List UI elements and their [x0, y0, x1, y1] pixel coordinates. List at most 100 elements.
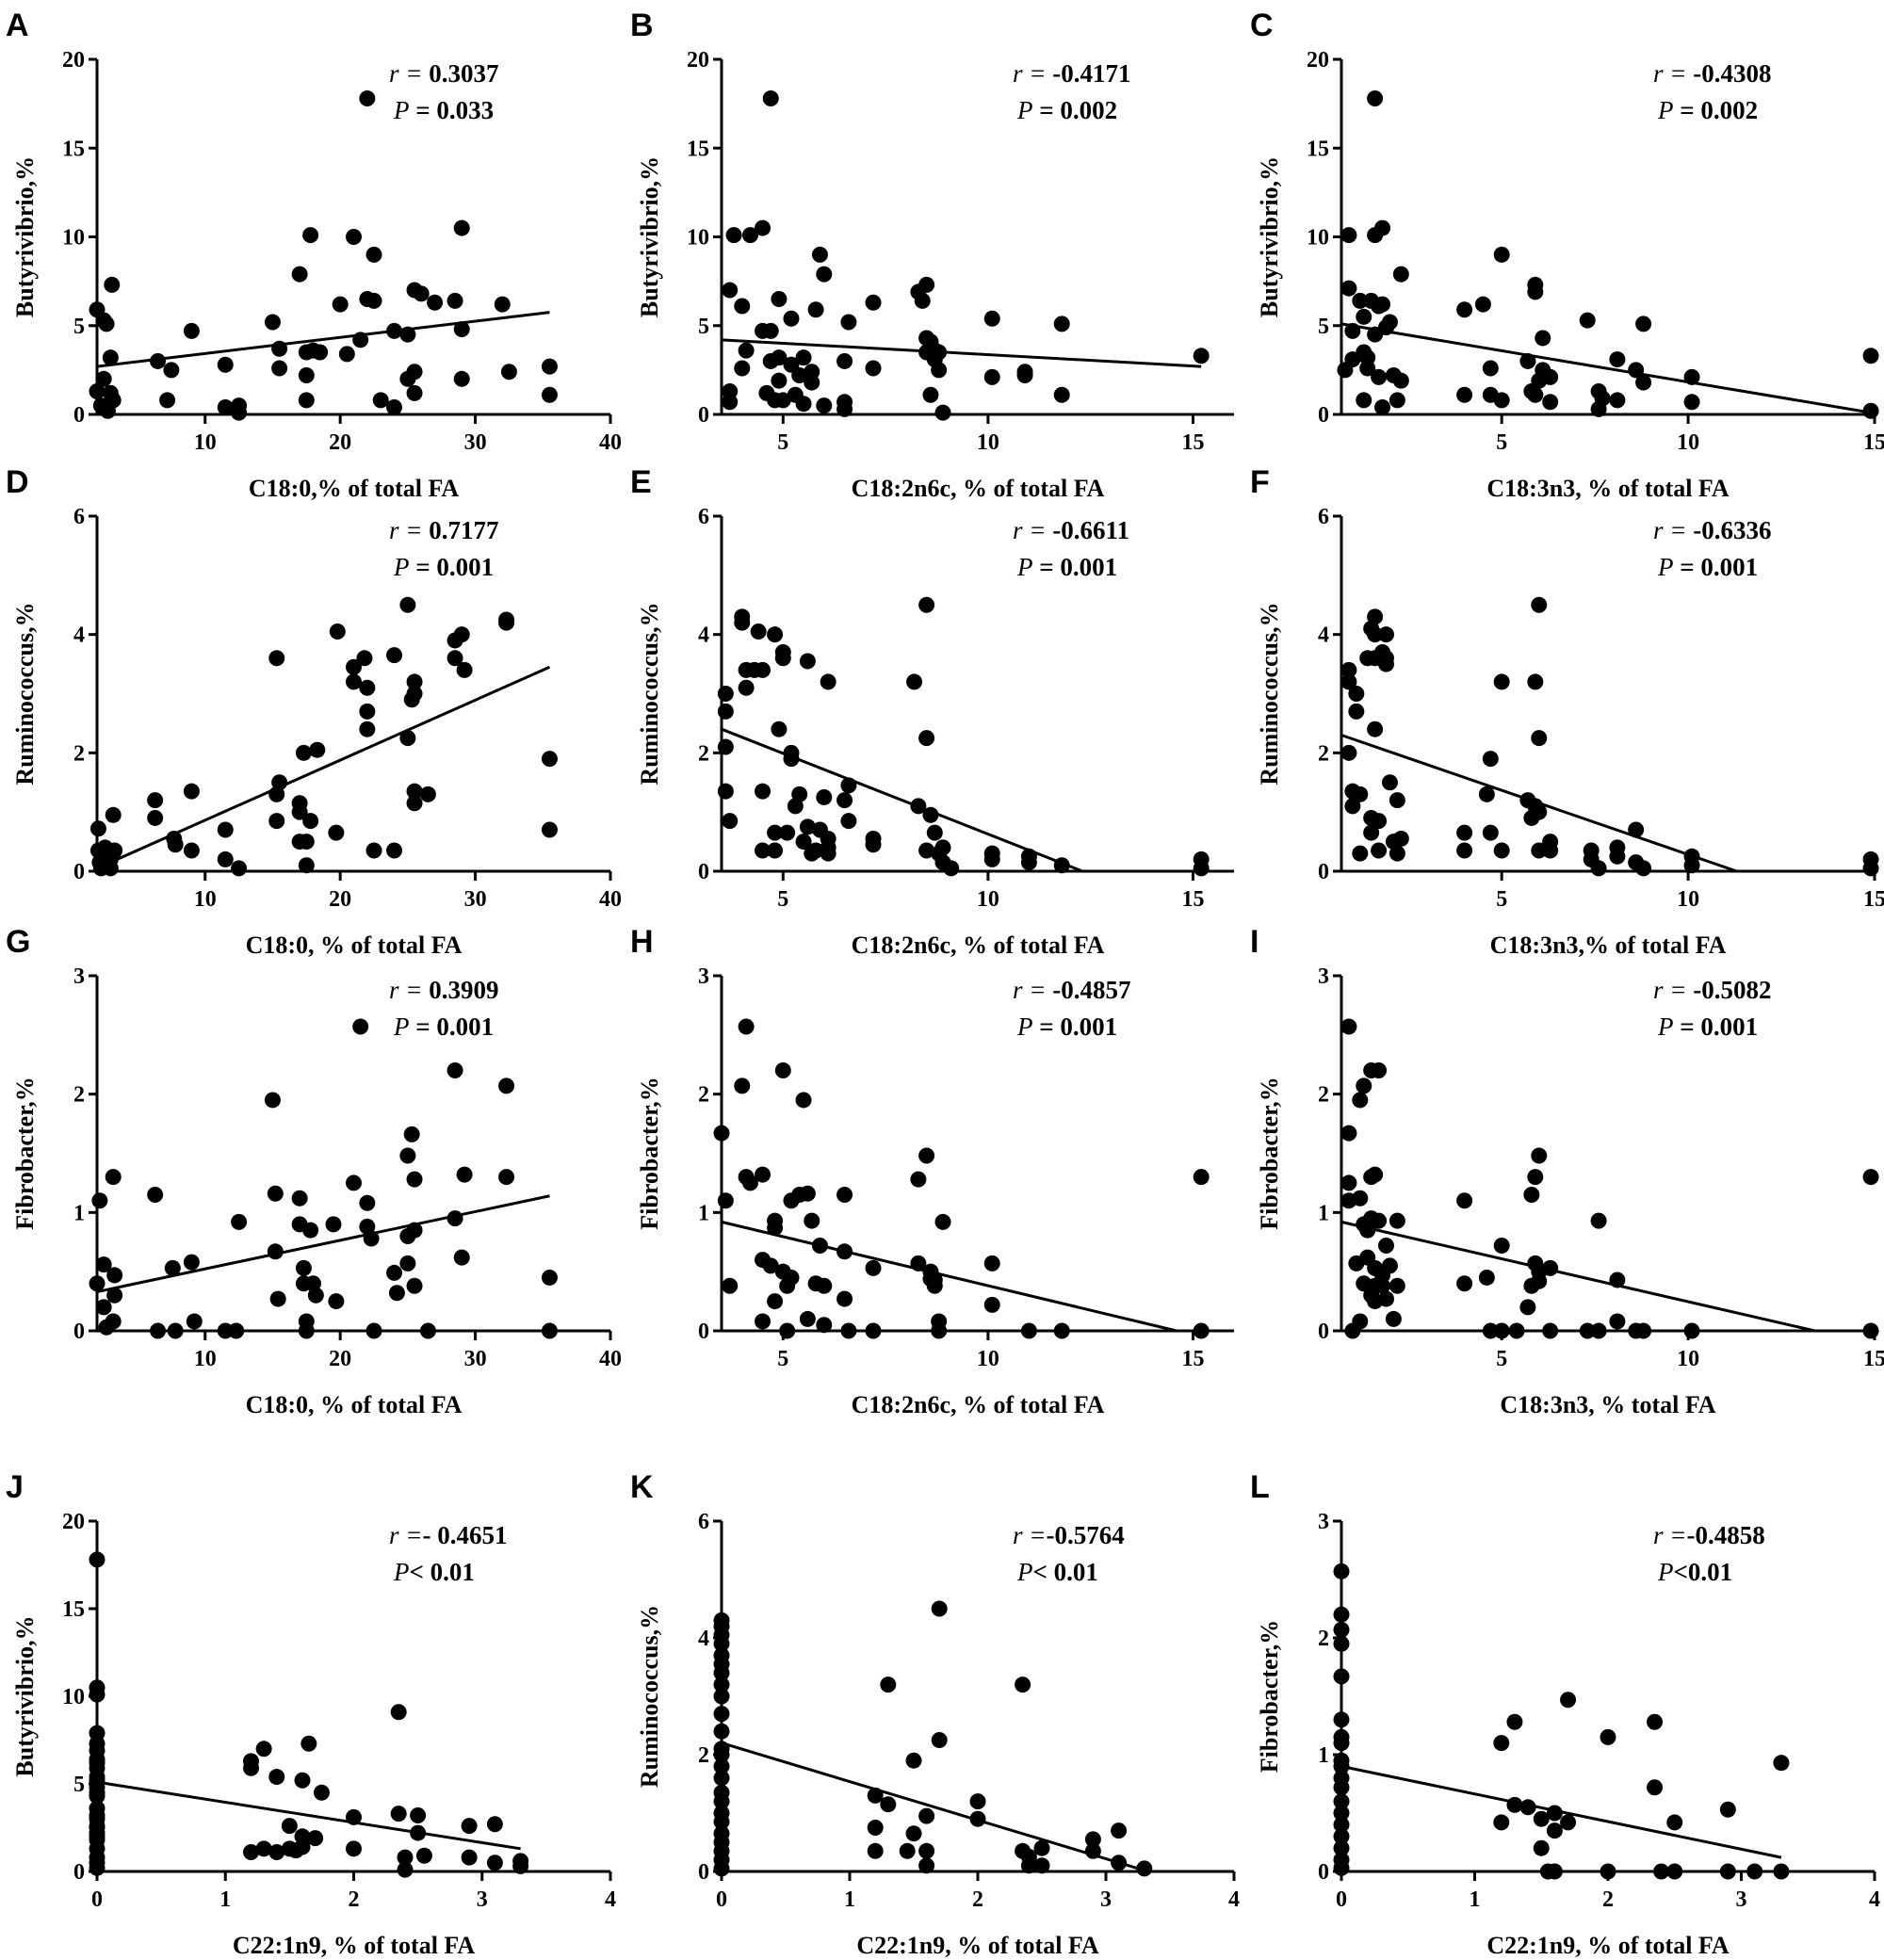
data-point [1456, 386, 1473, 403]
data-point [865, 360, 882, 377]
x-tick-label: 15 [1863, 430, 1884, 455]
data-point [281, 1818, 298, 1835]
data-point [1356, 1077, 1372, 1094]
data-point [867, 1820, 884, 1836]
data-point [983, 1296, 1000, 1313]
data-point [298, 392, 315, 409]
data-point [1533, 1810, 1550, 1827]
data-point [498, 1077, 515, 1094]
data-point [918, 596, 935, 613]
data-point [1560, 1814, 1577, 1831]
data-point [1523, 1186, 1540, 1203]
data-point [461, 1818, 478, 1835]
y-tick-label: 0 [698, 1320, 709, 1344]
data-point [771, 372, 788, 389]
data-point [1482, 751, 1499, 768]
x-axis-title: C18:0,% of total FA [249, 475, 460, 502]
data-point [461, 1849, 478, 1866]
data-point [767, 626, 784, 643]
data-point [346, 673, 362, 690]
data-point [1374, 296, 1391, 313]
data-point [269, 1290, 286, 1307]
data-point [1374, 219, 1391, 236]
data-point [89, 382, 106, 399]
data-point [1392, 372, 1409, 389]
data-point [1546, 1863, 1563, 1880]
data-point [365, 246, 382, 263]
data-point [865, 1322, 882, 1339]
data-point [1193, 348, 1210, 364]
y-tick-label: 2 [698, 1743, 709, 1768]
data-point [1527, 386, 1544, 403]
data-point [399, 1255, 416, 1272]
y-axis-title: Ruminococcus,% [636, 602, 663, 785]
x-tick-label: 15 [1863, 887, 1884, 912]
panel-letter: F [1250, 464, 1270, 500]
data-point [783, 1269, 800, 1286]
data-point [1527, 673, 1544, 690]
r-number: - 0.4651 [422, 1521, 507, 1549]
r-value: r =-0.5764 [1013, 1521, 1125, 1549]
data-point [1493, 392, 1510, 409]
data-point [1535, 330, 1551, 347]
data-point [918, 842, 935, 859]
data-point [403, 1126, 420, 1142]
data-point [1666, 1814, 1683, 1831]
data-point [983, 850, 1000, 867]
data-point [914, 292, 931, 309]
y-tick-label: 1 [1318, 1201, 1329, 1225]
x-tick-label: 2 [1602, 1887, 1614, 1912]
r-number: 0.7177 [429, 516, 498, 544]
data-point [1542, 842, 1559, 859]
panel-k: K 0 2 4 6 0 1 2 3 4 C22:1n9, % of total FA Ruminoco… [630, 1469, 1240, 1959]
data-point [840, 314, 857, 331]
data-point [779, 824, 796, 841]
data-point [1371, 813, 1388, 830]
data-point [795, 1092, 812, 1109]
data-point [755, 219, 771, 236]
p-value: P = 0.002 [1657, 96, 1758, 124]
y-tick-label: 0 [1318, 403, 1329, 428]
data-point [1474, 296, 1491, 313]
y-axis-title: Fibrobacter,% [11, 1077, 39, 1230]
data-point [1385, 1310, 1402, 1327]
data-point [767, 842, 784, 859]
data-point [427, 294, 444, 311]
data-point [91, 1192, 108, 1209]
data-point [905, 1752, 922, 1769]
data-point [453, 219, 470, 236]
x-axis-title: C18:3n3,% of total FA [1490, 931, 1727, 959]
data-point [1020, 1857, 1037, 1874]
data-point [1333, 1779, 1350, 1796]
r-value: r = 0.3909 [389, 976, 498, 1004]
data-point [106, 1267, 123, 1284]
data-point [1635, 1322, 1652, 1339]
data-point [816, 266, 833, 283]
data-point [1367, 626, 1384, 643]
p-number: = 0.033 [410, 96, 495, 124]
x-axis-title: C18:0, % of total FA [246, 931, 463, 959]
y-axis-title: Ruminococcus,% [1256, 602, 1283, 785]
x-tick-label: 30 [464, 430, 487, 455]
data-point [1371, 1212, 1388, 1229]
data-point [755, 661, 771, 678]
data-point [1590, 400, 1607, 417]
data-point [1136, 1860, 1153, 1877]
data-point [399, 1147, 416, 1164]
data-point [1531, 730, 1548, 747]
p-label: P [1016, 1012, 1033, 1041]
data-point [1340, 227, 1357, 244]
x-tick-label: 0 [91, 1887, 103, 1912]
data-point [804, 1212, 820, 1229]
p-number: <0.01 [1674, 1558, 1733, 1586]
data-point [312, 344, 329, 361]
data-point [1374, 398, 1391, 415]
data-point [836, 792, 853, 809]
data-point [386, 398, 403, 415]
data-point [1333, 1816, 1350, 1833]
data-point [1333, 1635, 1350, 1652]
data-point [1590, 860, 1607, 877]
data-point [799, 818, 816, 835]
p-number: = 0.002 [1033, 96, 1118, 124]
